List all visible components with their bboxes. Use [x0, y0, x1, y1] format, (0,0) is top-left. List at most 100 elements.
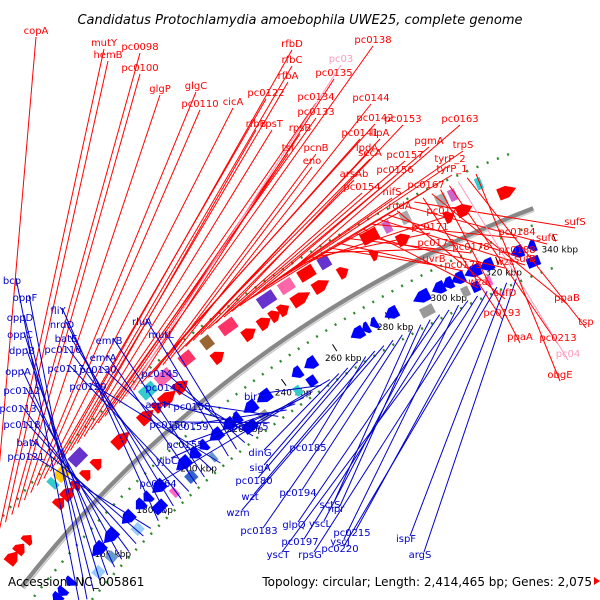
reverse-gene: [209, 426, 226, 441]
cog-block: [153, 367, 175, 388]
leader-line: [30, 91, 197, 493]
leader-line: [118, 45, 374, 404]
gene-label: pc0220: [321, 544, 358, 555]
legend-arrow-icon: [594, 577, 600, 585]
reverse-gene: [243, 398, 260, 413]
leader-line: [320, 248, 437, 254]
gene-label: sigA: [249, 463, 270, 474]
leader-line: [423, 278, 517, 553]
cog-block: [418, 303, 436, 319]
forward-gene: [275, 304, 290, 318]
gene-label: glgC: [185, 81, 207, 92]
gene-label: pc0159: [171, 422, 208, 433]
leader-line: [70, 81, 289, 451]
leader-line: [97, 117, 317, 424]
cog-block: [305, 374, 319, 388]
gene-label: pc0188: [498, 245, 535, 256]
gene-label: pc0133: [297, 107, 334, 118]
forward-gene: [454, 204, 473, 219]
cog-block: [177, 349, 196, 368]
gene-label: pcnB: [303, 143, 328, 154]
gene-label: secA: [358, 148, 382, 159]
forward-gene: [12, 543, 25, 557]
cog-block: [91, 564, 106, 580]
gene-label: dppB: [9, 346, 35, 357]
cog-block: [217, 316, 239, 337]
cog-block: [381, 219, 394, 235]
tick-label: 260 kbp: [325, 354, 362, 364]
gene-label: pc0185: [289, 443, 326, 454]
gene-label: pc0172: [426, 206, 463, 217]
gene-label: copA: [24, 26, 49, 37]
gene-label: pc0178: [452, 242, 489, 253]
leader-line: [61, 307, 159, 522]
forward-gene: [335, 267, 349, 280]
gene-label: hemB: [93, 50, 122, 61]
gene-label: pc0184: [498, 227, 535, 238]
gene-label: mutL: [148, 330, 174, 341]
gene-label: sufC: [536, 233, 558, 244]
gene-label: pc0193: [483, 308, 520, 319]
gene-label: pc0215: [333, 528, 370, 539]
gene-label: bcp: [3, 276, 21, 287]
gene-label: ppaA: [507, 332, 533, 343]
gene-label: pc0135: [315, 68, 352, 79]
leader-line: [5, 60, 109, 523]
gene-label: oppA: [5, 367, 31, 378]
forward-gene: [110, 431, 130, 451]
reverse-gene: [413, 287, 432, 303]
leader-line: [257, 361, 358, 479]
gene-label: sufB: [514, 254, 536, 265]
leader-line: [313, 295, 479, 553]
gene-label: pc0213: [539, 333, 576, 344]
gene-label: obgE: [547, 370, 572, 381]
gene-label: pc0112: [3, 386, 40, 397]
cog-block: [168, 486, 181, 499]
forward-gene: [496, 185, 517, 201]
leader-line: [15, 277, 80, 600]
guide-arc: [0, 151, 513, 522]
reverse-gene: [350, 324, 367, 339]
leader-line: [241, 345, 385, 511]
gene-label: tsf: [282, 143, 295, 154]
reverse-gene: [451, 270, 467, 285]
cog-block: [276, 276, 296, 296]
leader-line: [170, 103, 372, 360]
leader-line: [106, 354, 198, 485]
leader-line: [69, 365, 190, 492]
leader-line: [329, 247, 435, 266]
gene-label: pc0110: [181, 99, 218, 110]
tick-mark: [281, 378, 287, 386]
gene-label: pc0138: [354, 35, 391, 46]
leader-line: [162, 166, 313, 366]
leader-line: [333, 329, 412, 503]
gene-label: emrB: [96, 336, 123, 347]
reverse-gene: [232, 410, 244, 423]
cog-block: [67, 446, 89, 468]
leader-line: [388, 214, 518, 257]
forward-gene: [267, 310, 281, 324]
leader-line: [171, 421, 270, 424]
gene-label: wzt: [241, 492, 258, 503]
leader-line: [281, 300, 469, 553]
gene-label: rpsB: [289, 123, 312, 134]
forward-gene: [51, 497, 65, 511]
gene-label: rpsG: [298, 550, 321, 561]
reverse-gene: [103, 526, 121, 544]
leader-line: [200, 179, 355, 335]
gene-label: fliY: [50, 306, 66, 317]
gene-label: rfbB: [246, 119, 267, 130]
gene-label: rfbD: [281, 39, 303, 50]
leader-line: [448, 185, 559, 345]
leader-line: [301, 334, 403, 491]
cog-block: [316, 254, 333, 271]
forward-gene: [156, 390, 176, 409]
gene-label: oppD: [7, 313, 34, 324]
gene-label: tyrP_2: [434, 154, 465, 165]
gene-label: ppaB: [554, 293, 580, 304]
reverse-gene: [464, 262, 483, 278]
leader-line: [312, 232, 431, 259]
cog-block: [255, 289, 278, 310]
gene-label: nrdD: [50, 320, 75, 331]
